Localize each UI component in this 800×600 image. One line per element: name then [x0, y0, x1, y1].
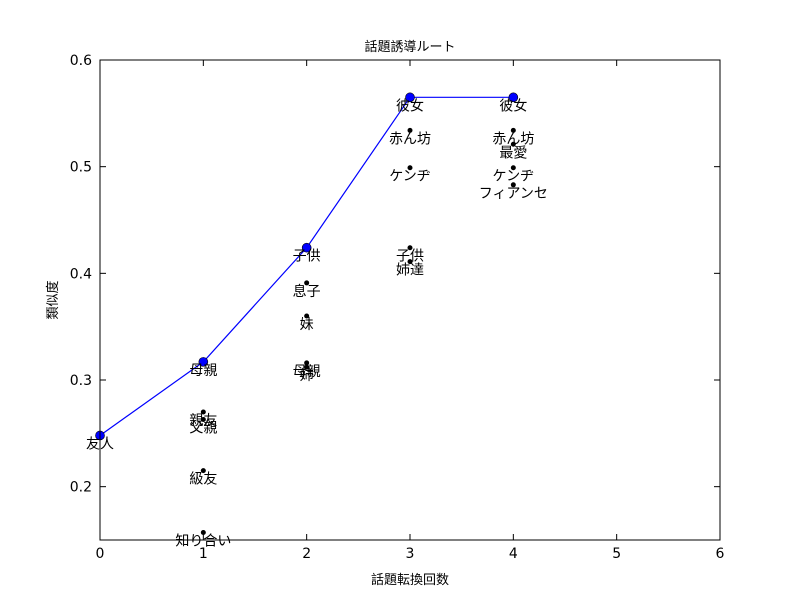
candidate-label: 母親 [293, 364, 321, 380]
candidate-point [200, 530, 206, 536]
candidate-point [407, 245, 413, 251]
chart-title: 話題誘導ルート [364, 39, 455, 55]
x-tick-label: 1 [199, 546, 208, 562]
y-tick-label: 0.6 [70, 53, 92, 69]
candidate-point [200, 468, 206, 474]
plot-area: 親友父親級友知り合い息子妹母親姉赤ん坊ケンヂ子供姉達赤ん坊最愛ケンヂフィアンセ友… [86, 92, 548, 550]
candidate-label: 姉 [300, 368, 314, 384]
candidate-label: 息子 [293, 283, 321, 300]
candidate-label: フィアンセ [479, 186, 548, 202]
candidate-label: 子供 [396, 249, 424, 265]
route-label: 母親 [189, 363, 217, 379]
y-tick-label: 0.2 [70, 480, 92, 496]
x-tick-label: 2 [302, 546, 311, 562]
x-axis-title: 話題転換回数 [371, 572, 449, 588]
candidate-label: 赤ん坊 [492, 131, 534, 147]
candidate-point [407, 127, 413, 133]
y-axis-title: 類似度 [45, 280, 61, 319]
candidate-label: 赤ん坊 [389, 131, 431, 147]
candidate-label: 知り合い [175, 533, 231, 550]
candidate-point [510, 182, 516, 188]
candidate-label: 姉達 [396, 263, 424, 279]
candidate-label: 妹 [300, 317, 314, 333]
x-tick-label: 4 [509, 546, 518, 562]
candidate-point [304, 280, 310, 286]
y-tick-label: 0.5 [70, 160, 92, 176]
y-tick-label: 0.4 [70, 266, 92, 282]
route-point [301, 242, 312, 253]
candidate-point [304, 364, 310, 370]
axes: 0 1 2 3 4 5 6 0.2 0.3 0.4 0.5 0.6 [70, 53, 725, 562]
candidate-point [304, 313, 310, 319]
candidate-label: 父親 [189, 420, 217, 436]
route-label: 彼女 [396, 97, 424, 114]
route-label: 子供 [293, 249, 321, 265]
route-point [508, 92, 519, 103]
candidate-point [304, 360, 310, 366]
route-point [405, 92, 415, 103]
x-tick-label: 0 [96, 546, 105, 562]
candidate-label: ケンヂ [493, 169, 535, 185]
candidate-point [407, 165, 413, 171]
candidate-point [200, 409, 206, 415]
x-tick-label: 5 [612, 546, 621, 562]
candidate-point [510, 127, 516, 133]
candidate-point [510, 165, 516, 171]
route-label: 彼女 [499, 97, 527, 114]
x-tick-label: 3 [406, 546, 415, 562]
candidate-point [510, 141, 516, 147]
candidate-point [200, 416, 206, 422]
y-tick-label: 0.3 [70, 373, 92, 389]
route-point [198, 357, 209, 367]
candidate-label: 最愛 [499, 145, 527, 161]
candidate-label: 級友 [189, 472, 217, 488]
candidate-point [407, 259, 413, 265]
x-tick-label: 6 [716, 546, 725, 562]
candidate-label: ケンヂ [389, 169, 431, 185]
